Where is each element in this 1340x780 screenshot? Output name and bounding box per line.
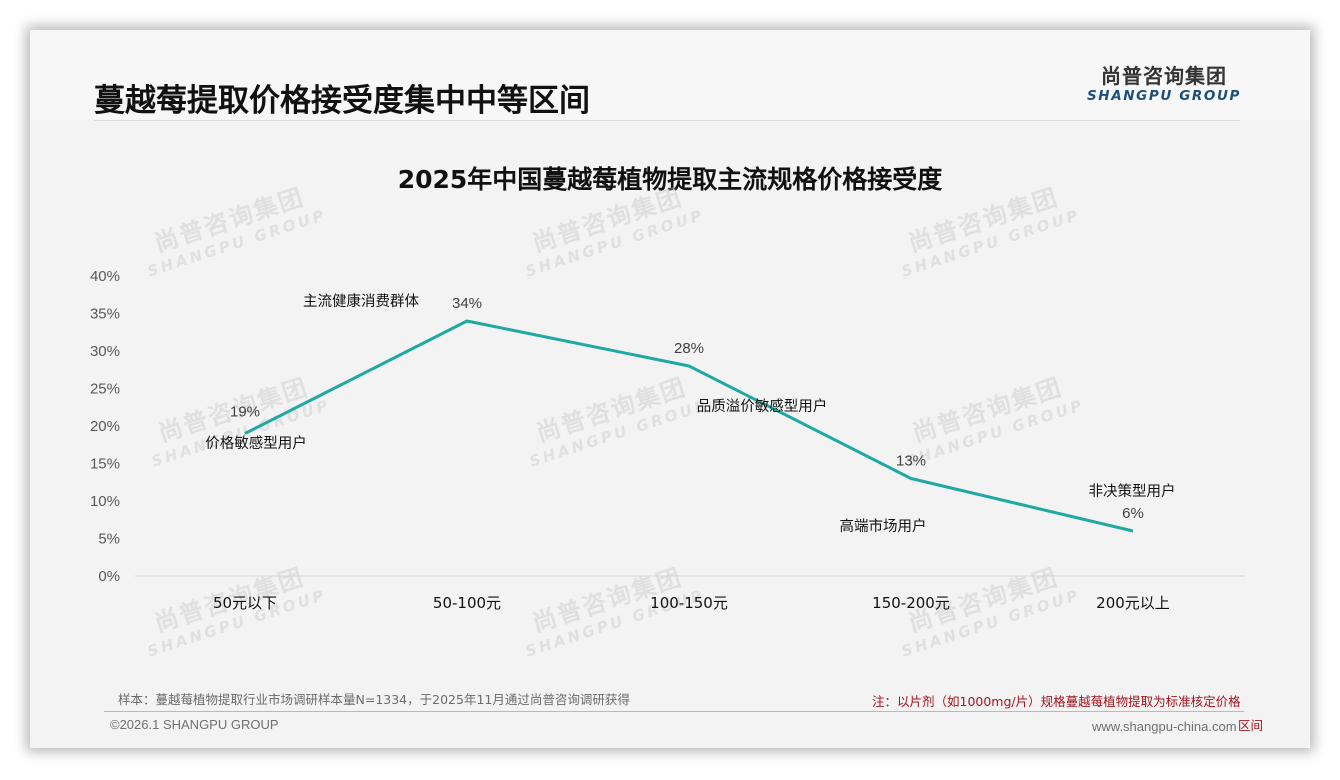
website-link[interactable]: www.shangpu-china.com xyxy=(1092,719,1237,734)
pricing-note: 注：以片剂（如1000mg/片）规格蔓越莓植物提取为标准核定价格 xyxy=(872,694,1241,709)
y-tick-label: 40% xyxy=(90,268,120,285)
logo-text-cn: 尚普咨询集团 xyxy=(1101,64,1227,88)
series-line xyxy=(244,319,1134,533)
data-labels: 19% 34% 28% 13% 6% xyxy=(230,295,1144,522)
segment-annotation: 非决策型用户 xyxy=(1089,483,1176,500)
y-tick-label: 15% xyxy=(90,456,120,473)
line-chart: 0% 5% 10% 15% 20% 25% 30% 35% 40% 50元以下 50-100元 10… xyxy=(90,268,1245,612)
title-divider xyxy=(94,120,1240,121)
data-label: 28% xyxy=(674,340,704,357)
logo-text-en: SHANGPU GROUP xyxy=(1086,88,1241,104)
x-tick-label: 50元以下 xyxy=(213,594,277,612)
footer-divider xyxy=(104,711,1244,712)
header-band xyxy=(30,30,1310,120)
pricing-note-continued: 区间 xyxy=(1238,718,1264,733)
y-tick-label: 25% xyxy=(90,381,120,398)
x-tick-label: 100-150元 xyxy=(650,594,728,612)
x-tick-label: 50-100元 xyxy=(433,594,501,612)
data-label: 13% xyxy=(896,453,926,470)
y-axis: 0% 5% 10% 15% 20% 25% 30% 35% 40% xyxy=(90,268,120,585)
data-label: 19% xyxy=(230,404,260,421)
slide: 蔓越莓提取价格接受度集中中等区间 尚普咨询集团 SHANGPU GROUP 20… xyxy=(30,30,1310,748)
segment-annotation: 价格敏感型用户 xyxy=(205,435,307,452)
brand-logo: 尚普咨询集团 SHANGPU GROUP xyxy=(1086,64,1242,104)
y-tick-label: 5% xyxy=(98,531,120,548)
data-label: 34% xyxy=(452,295,482,312)
segment-annotation: 高端市场用户 xyxy=(840,518,927,535)
y-tick-label: 30% xyxy=(90,343,120,360)
segment-annotation: 主流健康消费群体 xyxy=(303,293,419,310)
copyright: ©2026.1 SHANGPU GROUP xyxy=(110,717,279,732)
y-tick-label: 20% xyxy=(90,418,120,435)
y-tick-label: 35% xyxy=(90,306,120,323)
chart-title: 2025年中国蔓越莓植物提取主流规格价格接受度 xyxy=(397,165,943,194)
sample-note: 样本：蔓越莓植物提取行业市场调研样本量N=1334，于2025年11月通过尚普咨… xyxy=(118,692,630,707)
y-tick-label: 0% xyxy=(98,568,120,585)
x-axis: 50元以下 50-100元 100-150元 150-200元 200元以上 xyxy=(213,594,1170,612)
page-title: 蔓越莓提取价格接受度集中中等区间 xyxy=(94,83,590,119)
x-tick-label: 150-200元 xyxy=(872,594,950,612)
x-tick-label: 200元以上 xyxy=(1096,594,1170,612)
data-label: 6% xyxy=(1122,505,1144,522)
y-tick-label: 10% xyxy=(90,493,120,510)
segment-annotation: 品质溢价敏感型用户 xyxy=(697,398,828,415)
